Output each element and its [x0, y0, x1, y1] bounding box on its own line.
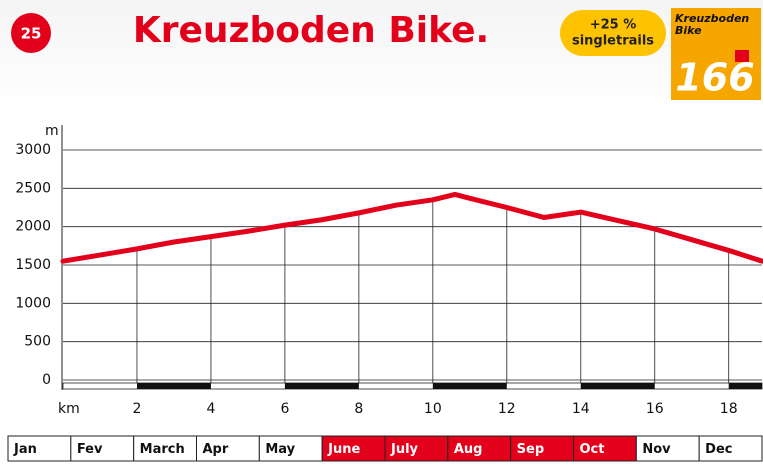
cover-number: 166	[675, 56, 754, 100]
month-label: Fev	[77, 442, 103, 457]
month-label: Dec	[705, 442, 732, 457]
month-cell	[698, 435, 763, 462]
y-tick-label: 500	[24, 334, 51, 350]
y-axis-label: m	[45, 123, 59, 139]
cover-icon	[735, 50, 749, 62]
x-tick-label: 6	[280, 401, 289, 417]
month-label: Nov	[642, 442, 671, 457]
y-tick-label: 3000	[15, 142, 51, 158]
month-cell	[447, 435, 512, 462]
route-number: 25	[21, 25, 42, 43]
month-label: Sep	[517, 442, 545, 457]
y-tick-label: 0	[42, 372, 51, 388]
scale-bar-segment	[136, 383, 211, 389]
x-tick-label: 8	[354, 401, 363, 417]
month-cell	[510, 435, 574, 462]
scale-bar-segment	[284, 383, 359, 389]
x-tick-label: 12	[498, 401, 516, 417]
x-tick-label: 4	[206, 401, 215, 417]
month-cell	[133, 435, 198, 462]
badge-line: +25 %	[590, 18, 637, 33]
y-tick-label: 2000	[15, 219, 51, 235]
x-tick-label: 18	[720, 401, 738, 417]
cover-title: Bike	[675, 24, 702, 37]
month-label: Oct	[580, 442, 605, 457]
month-cell	[70, 435, 135, 462]
cover-title: Kreuzboden	[675, 12, 749, 25]
scale-bar-segment	[432, 383, 507, 389]
x-axis-label: km	[58, 401, 80, 417]
y-tick-label: 1000	[15, 295, 51, 311]
title: Kreuzboden Bike.	[133, 10, 489, 51]
y-tick-label: 1500	[15, 257, 51, 273]
x-tick-label: 16	[646, 401, 664, 417]
month-label: June	[327, 442, 360, 457]
scale-bar-segment	[580, 383, 655, 389]
month-label: Apr	[203, 442, 229, 457]
x-tick-label: 2	[133, 401, 142, 417]
scale-bar-segment	[728, 383, 762, 389]
badge	[560, 10, 666, 56]
elevation-line	[60, 191, 763, 264]
y-tick-label: 2500	[15, 180, 51, 196]
month-label: Aug	[454, 442, 483, 457]
month-cell	[573, 435, 637, 462]
month-label: May	[265, 442, 295, 457]
month-label: Jan	[13, 442, 37, 457]
x-tick-label: 14	[572, 401, 590, 417]
badge-line: singletrails	[572, 34, 654, 49]
number-circle	[11, 13, 51, 53]
month-cell	[635, 435, 700, 462]
month-label: March	[140, 442, 185, 457]
month-cell	[384, 435, 449, 462]
month-cell	[7, 435, 72, 462]
month-label: July	[390, 442, 419, 457]
month-cell	[258, 435, 323, 462]
x-tick-label: 10	[424, 401, 442, 417]
